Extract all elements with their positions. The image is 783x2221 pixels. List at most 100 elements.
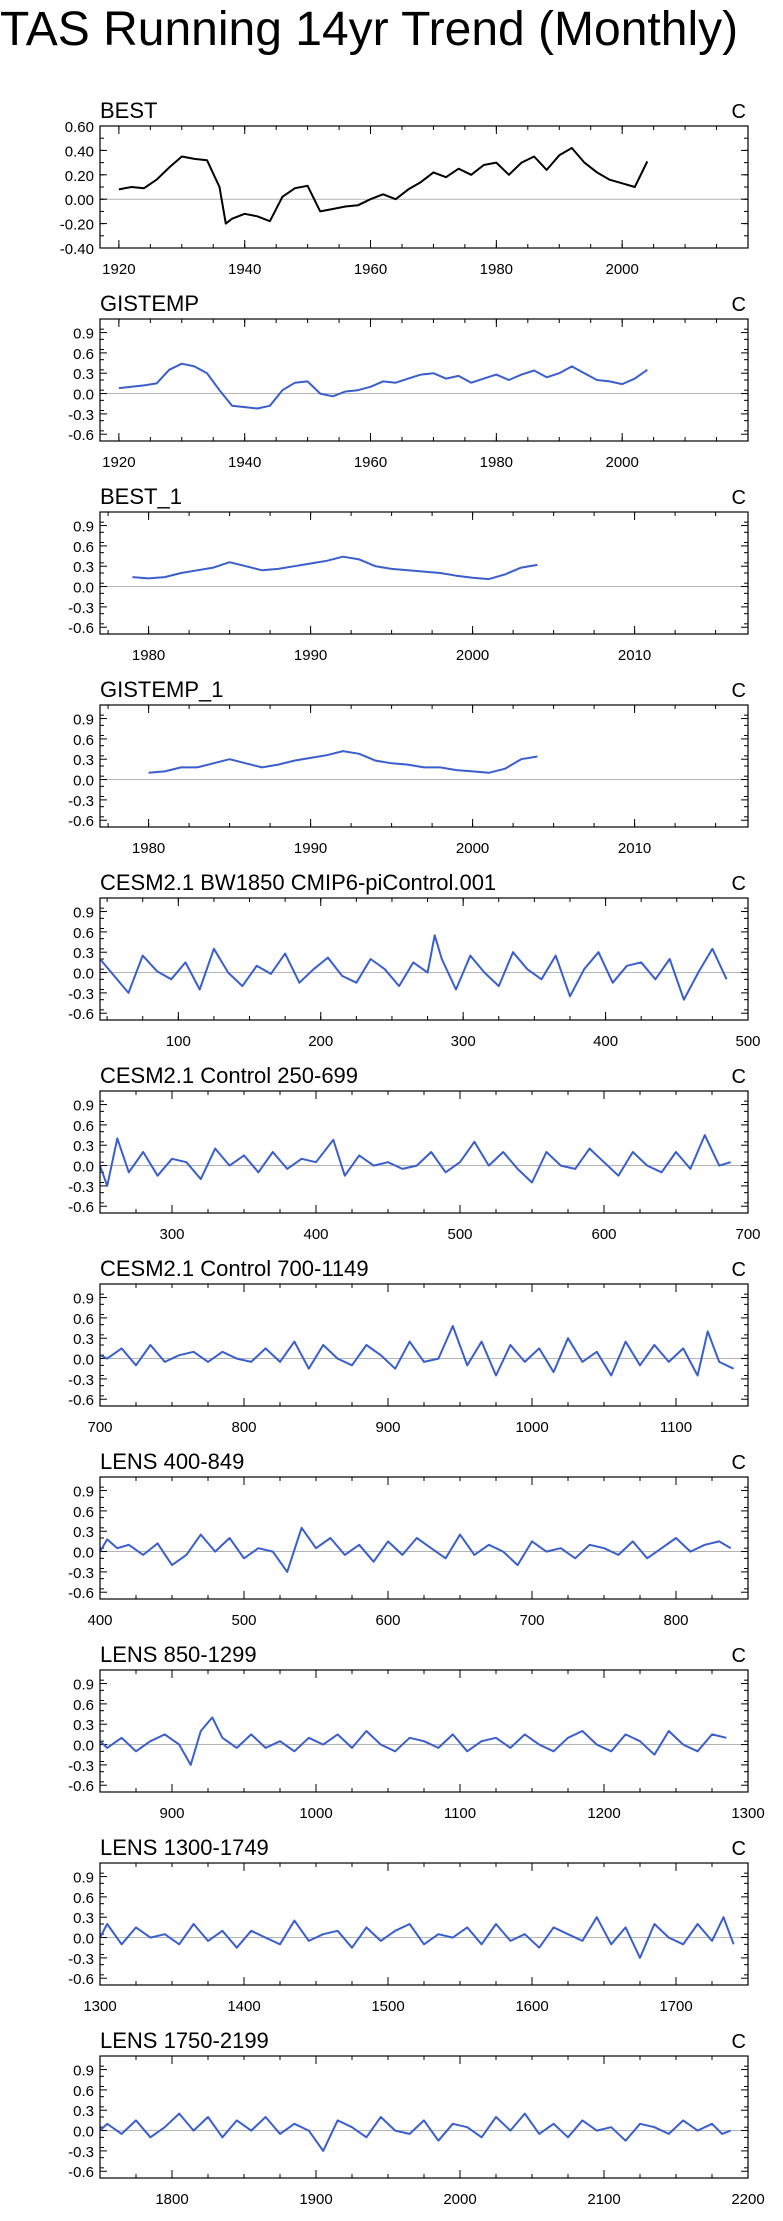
x-tick-label: 1920 [102, 261, 135, 278]
x-tick-label: 1200 [587, 1805, 620, 1822]
x-tick-label: 500 [231, 1612, 256, 1629]
x-tick-label: 2000 [456, 840, 489, 857]
x-tick-label: 1980 [132, 647, 165, 664]
series-line [148, 750, 538, 774]
y-tick-label: 0.6 [73, 1890, 94, 1907]
plot-frame [99, 125, 749, 249]
chart-panel: CESM2.1 BW1850 CMIP6-piControl.001 C -0.6 -… [68, 870, 760, 1050]
chart-panel: CESM2.1 Control 700-1149 C -0.6 -0.3 0.0 0.3 0… [68, 1256, 749, 1436]
y-tick-label: 0.3 [73, 2103, 94, 2120]
panel-title: LENS 400-849 [100, 1449, 244, 1474]
plot-frame [99, 511, 749, 635]
x-tick-label: 1100 [444, 1805, 476, 1822]
series-line [118, 147, 649, 225]
y-tick-label: -0.40 [60, 241, 94, 258]
series-line [99, 934, 728, 1001]
series-line [99, 1716, 727, 1766]
chart-panel: CESM2.1 Control 250-699 C -0.6 -0.3 0.0 0.3 0.… [68, 1063, 760, 1243]
y-tick-label: 0.60 [65, 119, 94, 136]
x-tick-label: 2000 [605, 261, 638, 278]
units-label: C [732, 680, 746, 702]
y-tick-label: -0.3 [68, 1179, 94, 1196]
x-tick-label: 800 [663, 1612, 688, 1629]
panel-title: LENS 1750-2199 [100, 2028, 269, 2053]
units-label: C [732, 1452, 746, 1474]
plot-frame [99, 897, 749, 1021]
y-tick-label: 0.0 [73, 1352, 94, 1369]
x-tick-label: 1000 [515, 1419, 548, 1436]
y-tick-label: 0.3 [73, 1138, 94, 1155]
y-tick-label: -0.3 [68, 2144, 94, 2161]
x-tick-label: 1900 [299, 2191, 332, 2208]
y-tick-label: 0.0 [73, 1738, 94, 1755]
x-tick-label: 200 [308, 1033, 333, 1050]
y-tick-label: -0.6 [68, 1778, 94, 1795]
y-tick-label: -0.6 [68, 1199, 94, 1216]
panel-title: CESM2.1 BW1850 CMIP6-piControl.001 [100, 870, 496, 895]
x-tick-label: 400 [593, 1033, 618, 1050]
x-tick-label: 1100 [660, 1419, 692, 1436]
y-tick-label: 0.20 [65, 168, 94, 185]
y-tick-label: 0.6 [73, 925, 94, 942]
x-tick-label: 1960 [354, 454, 387, 471]
x-tick-label: 2000 [443, 2191, 476, 2208]
y-tick-label: 0.9 [73, 326, 94, 343]
y-tick-label: 0.0 [73, 1159, 94, 1176]
y-tick-label: 0.0 [73, 1931, 94, 1948]
x-tick-label: 600 [375, 1612, 400, 1629]
y-tick-label: -0.6 [68, 1585, 94, 1602]
x-tick-label: 1800 [155, 2191, 188, 2208]
y-tick-label: 0.3 [73, 1717, 94, 1734]
chart-panel: BEST C -0.40 -0.20 0.00 0.20 0.40 0.60 1920 1940 1… [60, 98, 749, 278]
x-tick-label: 800 [231, 1419, 256, 1436]
x-tick-label: 1300 [731, 1805, 764, 1822]
chart-main-title: TAS Running 14yr Trend (Monthly) [0, 3, 739, 56]
series-line [99, 1916, 735, 1959]
y-tick-label: 0.0 [73, 773, 94, 790]
x-tick-label: 700 [735, 1226, 760, 1243]
units-label: C [732, 487, 746, 509]
y-tick-label: -0.3 [68, 1372, 94, 1389]
y-tick-label: 0.9 [73, 1677, 94, 1694]
y-tick-label: -0.3 [68, 407, 94, 424]
panel-title: GISTEMP [100, 291, 199, 316]
y-tick-label: 0.3 [73, 1331, 94, 1348]
units-label: C [732, 1838, 746, 1860]
panel-title: BEST [100, 98, 157, 123]
x-tick-label: 2000 [605, 454, 638, 471]
y-tick-label: 0.9 [73, 1098, 94, 1115]
y-tick-label: 0.3 [73, 1524, 94, 1541]
y-tick-label: 0.9 [73, 519, 94, 536]
panel-title: BEST_1 [100, 484, 182, 509]
x-tick-label: 300 [451, 1033, 476, 1050]
x-tick-label: 1600 [515, 1998, 548, 2015]
plot-frame [99, 318, 749, 442]
x-tick-label: 1000 [299, 1805, 332, 1822]
x-tick-label: 2100 [587, 2191, 620, 2208]
y-tick-label: -0.6 [68, 1392, 94, 1409]
x-tick-label: 1700 [659, 1998, 692, 2015]
y-tick-label: 0.0 [73, 1545, 94, 1562]
x-tick-label: 1980 [480, 454, 513, 471]
chart-panel: LENS 1750-2199 C -0.6 -0.3 0.0 0.3 0.6 0.9 1800 1… [68, 2028, 765, 2208]
units-label: C [732, 873, 746, 895]
y-tick-label: 0.9 [73, 1870, 94, 1887]
y-tick-label: -0.3 [68, 1951, 94, 1968]
y-tick-label: -0.6 [68, 2164, 94, 2181]
y-tick-label: -0.6 [68, 813, 94, 830]
y-tick-label: -0.3 [68, 986, 94, 1003]
x-tick-label: 400 [303, 1226, 328, 1243]
units-label: C [732, 1259, 746, 1281]
y-tick-label: 0.3 [73, 945, 94, 962]
y-tick-label: 0.0 [73, 580, 94, 597]
units-label: C [732, 294, 746, 316]
y-tick-label: 0.00 [65, 192, 94, 209]
x-tick-label: 500 [447, 1226, 472, 1243]
y-tick-label: -0.3 [68, 793, 94, 810]
series-line [132, 555, 538, 581]
series-line [99, 2112, 732, 2152]
x-tick-label: 100 [166, 1033, 191, 1050]
x-tick-label: 1940 [228, 454, 261, 471]
x-tick-label: 500 [735, 1033, 760, 1050]
